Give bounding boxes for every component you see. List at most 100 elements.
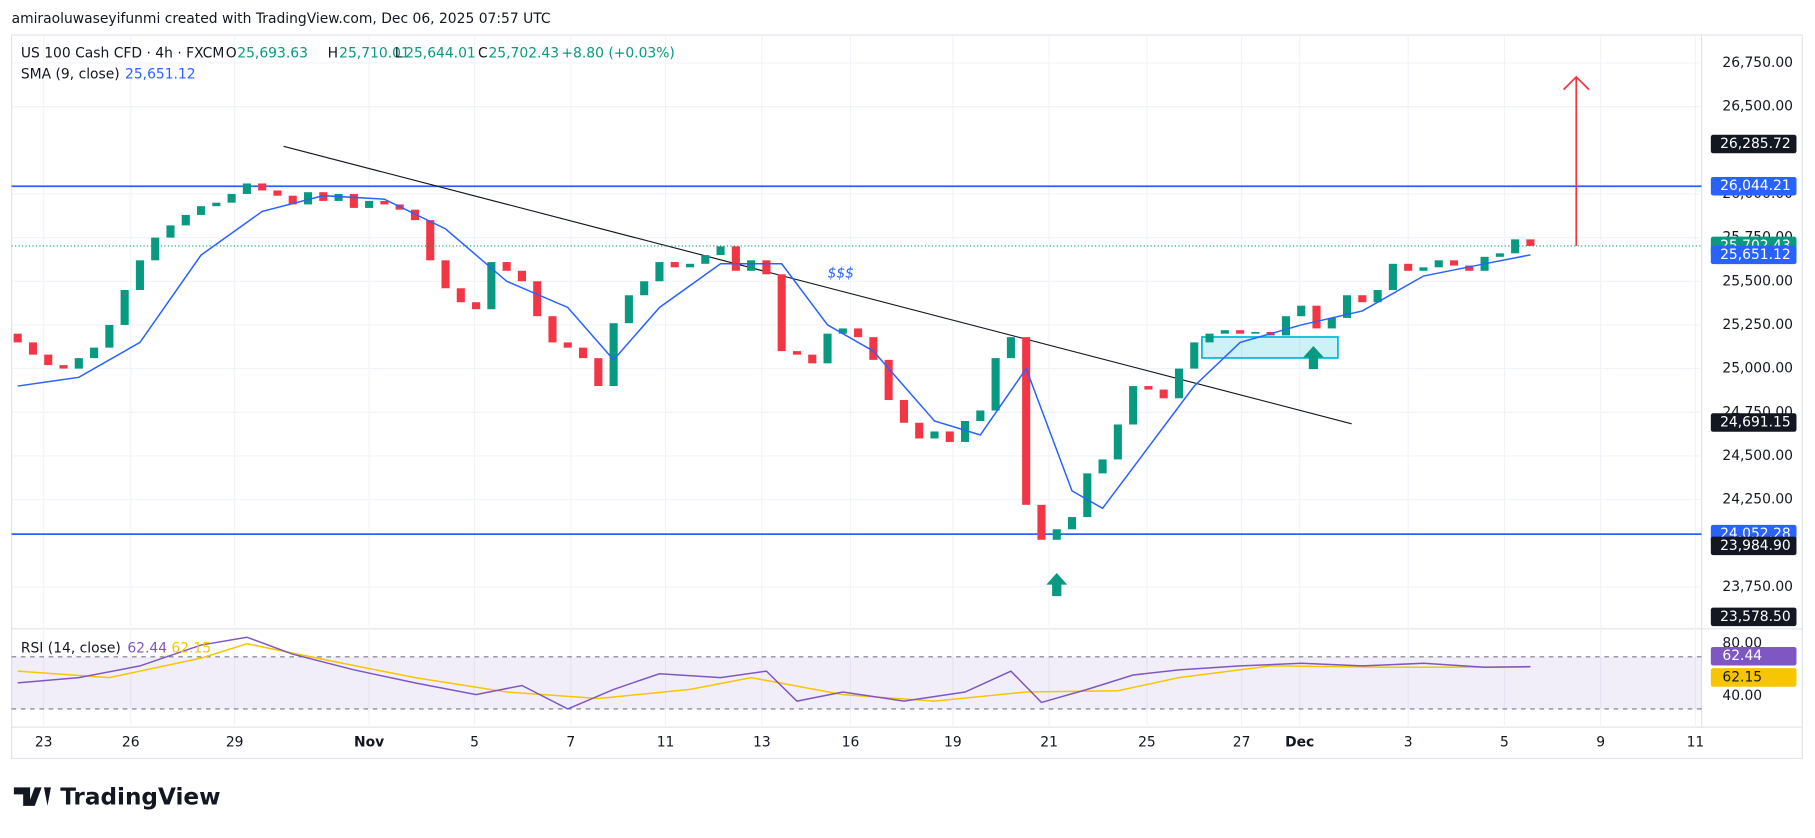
candle	[456, 288, 465, 303]
rsi-ma-line	[17, 642, 1531, 702]
price-label: 25,651.12	[1720, 247, 1791, 263]
candle	[365, 200, 374, 208]
y-tick-label: 23,750.00	[1722, 579, 1793, 595]
candle	[181, 214, 190, 226]
candle	[1144, 386, 1153, 390]
y-tick-label: 26,500.00	[1722, 99, 1793, 115]
candle	[762, 260, 771, 275]
candle	[1343, 295, 1352, 318]
low: 25,644.01	[405, 46, 476, 62]
x-tick-label: 5	[1500, 734, 1509, 750]
candle	[1113, 424, 1122, 460]
frame	[10, 34, 1803, 760]
candle	[410, 209, 420, 221]
x-tick-label: 23	[35, 734, 53, 750]
candle	[1022, 337, 1031, 505]
candle	[624, 295, 633, 324]
candle	[548, 316, 557, 343]
candle	[1297, 305, 1306, 317]
x-tick-label: 26	[122, 734, 140, 750]
credit: amiraoluwaseyifunmi created with Trading…	[12, 11, 551, 27]
candle	[823, 333, 832, 364]
y-tick-label: 25,000.00	[1722, 361, 1793, 377]
candle	[380, 200, 389, 205]
candle	[670, 262, 679, 268]
candle	[1083, 473, 1092, 518]
candle	[1251, 331, 1260, 334]
candle	[135, 260, 144, 291]
rsi-tick-label: 40.00	[1722, 688, 1762, 704]
candle	[273, 190, 282, 196]
candle	[685, 263, 695, 268]
y-tick-label: 24,250.00	[1722, 492, 1793, 508]
candle	[1052, 529, 1061, 540]
logo: TradingView	[13, 784, 221, 810]
y-tick-label: 25,500.00	[1722, 273, 1793, 289]
rsi-value: 62.44	[127, 641, 167, 657]
candle	[1129, 386, 1138, 425]
candle	[349, 193, 358, 208]
candle	[44, 354, 53, 366]
candle	[105, 324, 114, 348]
rsi-line	[17, 636, 1531, 710]
rsi-axis-label: 62.15	[1722, 669, 1762, 685]
candle	[441, 260, 450, 289]
candle	[1098, 459, 1107, 474]
candle	[517, 270, 526, 282]
candle	[1327, 317, 1336, 329]
price-label: 23,578.50	[1720, 609, 1791, 625]
sma-value: 25,651.12	[125, 66, 196, 82]
x-tick-label: Dec	[1285, 734, 1314, 750]
candle	[166, 225, 175, 238]
candle	[1281, 316, 1290, 336]
change: +8.80 (+0.03%)	[561, 46, 674, 62]
price-label: 24,691.15	[1720, 415, 1791, 431]
up-arrow	[1046, 573, 1068, 597]
sma-name: SMA (9, close)	[21, 66, 120, 82]
candle	[731, 246, 740, 271]
candle	[899, 400, 908, 423]
candle	[120, 290, 129, 325]
candle	[288, 195, 297, 205]
candle	[961, 420, 970, 442]
candle	[533, 281, 542, 317]
candle	[1511, 239, 1520, 254]
candle	[212, 202, 221, 207]
note: $$$	[828, 265, 854, 281]
candle	[258, 183, 267, 191]
candle	[838, 328, 847, 334]
y-tick-label: 26,750.00	[1722, 55, 1793, 71]
candle	[579, 347, 588, 359]
candle	[319, 192, 328, 201]
price-label-bg	[1710, 536, 1797, 556]
price-label: 26,044.21	[1720, 178, 1791, 194]
candle	[1312, 305, 1321, 329]
l-label: L	[395, 46, 403, 62]
candle	[563, 342, 572, 348]
logo-text: TradingView	[60, 784, 220, 810]
candle	[334, 193, 343, 201]
candle	[1190, 342, 1199, 369]
rsi-ma-value: 62.15	[171, 641, 211, 657]
candle	[701, 255, 710, 264]
x-tick-label: 27	[1233, 734, 1251, 750]
candle	[792, 351, 802, 355]
candle	[884, 359, 893, 401]
candle	[1220, 330, 1229, 334]
candle	[303, 192, 313, 205]
open: 25,693.63	[237, 46, 308, 62]
candle	[777, 274, 786, 352]
logo-mark	[13, 787, 51, 806]
close: 25,702.43	[488, 46, 559, 62]
candle	[13, 333, 22, 343]
o-label: O	[226, 46, 237, 62]
candle	[1159, 389, 1168, 399]
x-tick-label: 9	[1596, 734, 1605, 750]
candle	[1495, 253, 1504, 257]
price-label-bg	[1710, 176, 1797, 196]
x-tick-label: 25	[1138, 734, 1156, 750]
candle	[1067, 517, 1077, 530]
up-arrow	[1303, 345, 1324, 370]
high: 25,710.01	[339, 46, 410, 62]
